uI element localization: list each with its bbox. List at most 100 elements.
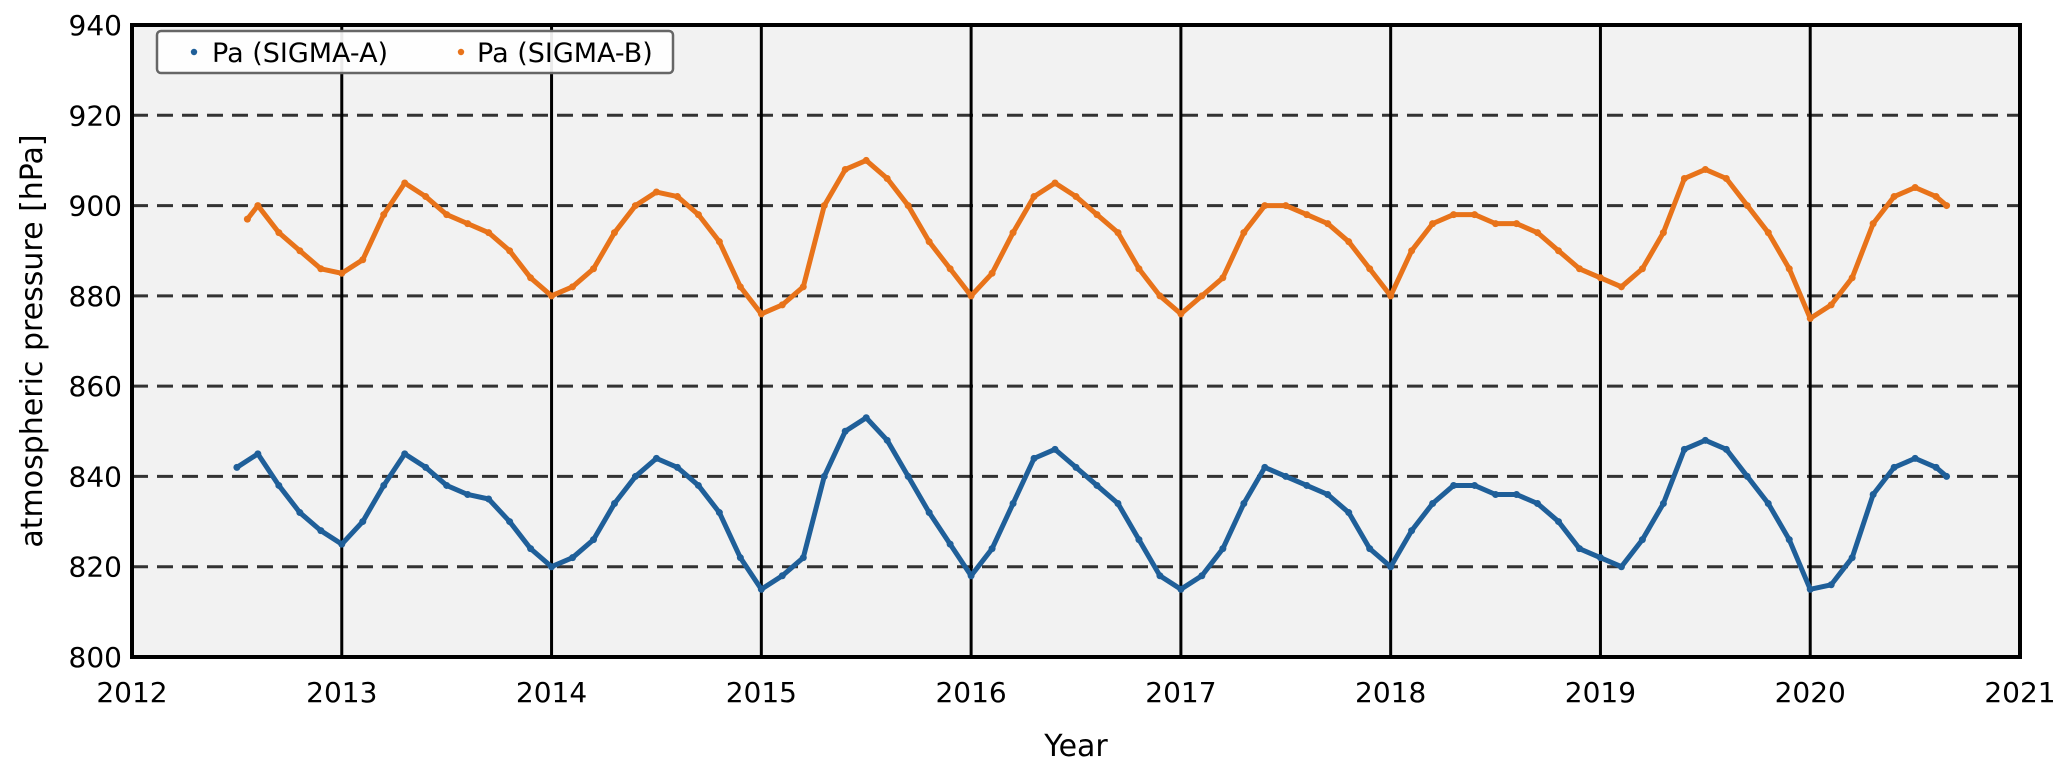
data-point [1701, 165, 1709, 173]
data-point [631, 202, 639, 210]
data-point [527, 545, 535, 553]
series-segment [989, 501, 1016, 552]
data-point [1617, 283, 1625, 291]
data-point [1366, 265, 1374, 273]
series-segment [1639, 501, 1666, 543]
x-tick-label: 2012 [96, 676, 167, 709]
series-segment [528, 275, 555, 299]
series-segment [1325, 491, 1352, 516]
series-segment [1178, 293, 1205, 317]
series-segment [360, 212, 387, 263]
data-point [275, 229, 283, 237]
data-point [1596, 554, 1604, 562]
series-segment [1891, 185, 1918, 200]
data-point [946, 540, 954, 548]
x-tick-label: 2017 [1145, 676, 1216, 709]
series-segment [255, 451, 282, 488]
series-segment [926, 510, 953, 547]
series-segment [1199, 546, 1226, 579]
series-segment [1681, 166, 1708, 181]
data-point [1827, 581, 1835, 589]
series-segment [1702, 166, 1729, 181]
series-segment [863, 157, 890, 181]
data-point [778, 572, 786, 580]
data-point [527, 274, 535, 282]
series-segment [1597, 275, 1624, 290]
series-segment [1073, 464, 1100, 488]
data-point [1722, 445, 1730, 453]
data-point [1030, 454, 1038, 462]
data-point [1240, 229, 1248, 237]
data-point [590, 265, 598, 273]
data-point [1408, 247, 1416, 255]
data-point [1387, 292, 1395, 300]
data-point [799, 554, 807, 562]
data-point [1638, 536, 1646, 544]
x-tick-label: 2013 [306, 676, 377, 709]
series-segment [947, 541, 974, 579]
series-segment [1283, 203, 1310, 218]
series-segment [1388, 248, 1415, 299]
data-point [862, 156, 870, 164]
series-segment [1052, 446, 1079, 470]
data-point [485, 229, 493, 237]
data-point [443, 481, 451, 489]
data-point [1114, 229, 1122, 237]
data-point [1135, 265, 1143, 273]
data-point [1282, 472, 1290, 480]
series-segment [926, 239, 953, 272]
y-tick-label: 800 [69, 641, 122, 674]
series-segment [402, 180, 429, 200]
series-segment [1472, 482, 1499, 497]
data-point [1177, 585, 1185, 593]
y-tick-label: 820 [69, 551, 122, 584]
data-point [1680, 445, 1688, 453]
data-point [820, 202, 828, 210]
data-point [1471, 211, 1479, 219]
series-segment [1430, 482, 1457, 507]
data-point [1450, 481, 1458, 489]
data-point [422, 463, 430, 471]
data-point [485, 495, 493, 503]
series-segment [1031, 446, 1058, 461]
series-segment [674, 194, 701, 218]
data-point [1429, 220, 1437, 228]
series-segment [465, 491, 492, 502]
x-axis-title: Year [1043, 729, 1108, 764]
series-segment [1346, 510, 1373, 552]
data-point [757, 585, 765, 593]
data-point [548, 292, 556, 300]
data-point [799, 283, 807, 291]
series-segment [1807, 582, 1834, 592]
data-point [967, 292, 975, 300]
y-tick-label: 920 [69, 99, 122, 132]
data-point [1450, 211, 1458, 219]
series-segment [779, 284, 806, 308]
data-point [1638, 265, 1646, 273]
data-point [296, 247, 304, 255]
plot-frame [130, 23, 2022, 659]
series-segment [1010, 194, 1037, 236]
series-segment [276, 482, 303, 516]
series-segment [884, 437, 911, 479]
data-point [736, 283, 744, 291]
data-point [736, 554, 744, 562]
data-point [296, 509, 304, 517]
series-segment [905, 473, 932, 516]
data-point [757, 310, 765, 318]
series-segment [1765, 230, 1792, 272]
series-segment [444, 212, 471, 227]
series-segment [716, 510, 743, 561]
data-point [359, 518, 367, 526]
data-point [694, 211, 702, 219]
data-point [1869, 220, 1877, 228]
series-sigma-b [243, 156, 1951, 322]
y-tick-label: 860 [69, 370, 122, 403]
series-segment [1094, 212, 1121, 236]
data-point [988, 269, 996, 277]
series-segment [716, 239, 743, 290]
data-point [1869, 490, 1877, 498]
series-segment [1136, 266, 1163, 299]
series-segment [1304, 482, 1331, 497]
series-segment [381, 451, 408, 488]
